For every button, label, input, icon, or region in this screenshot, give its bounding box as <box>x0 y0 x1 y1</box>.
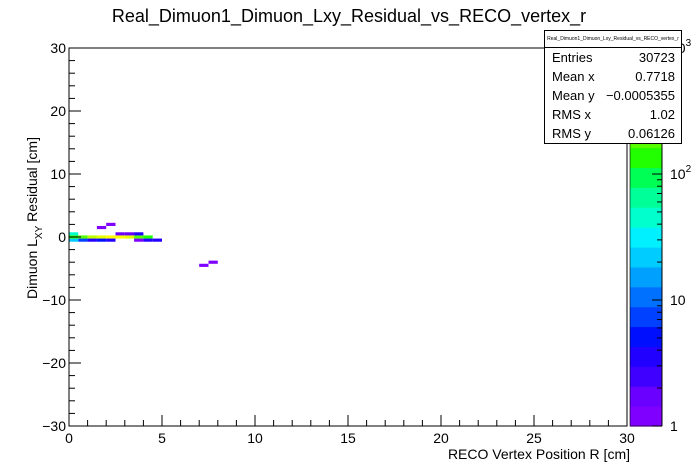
palette-swatch <box>630 406 662 427</box>
heatmap-cell-15 <box>124 235 135 239</box>
stats-row-rms-y: RMS y 0.06126 <box>545 124 681 143</box>
palette-swatch <box>630 246 662 268</box>
heatmap-cell-10 <box>106 235 116 239</box>
y-axis-label: Dimuon LXY Residual [cm] <box>24 137 45 299</box>
heatmap-cell-12 <box>106 222 116 226</box>
x-tick-label: 5 <box>158 430 166 446</box>
heatmap-cell-18 <box>134 232 144 236</box>
heatmap-cell-2 <box>69 238 79 242</box>
heatmap-cell-23 <box>199 263 209 267</box>
x-tick-label: 20 <box>433 430 449 446</box>
y-tick-label: 20 <box>50 103 66 119</box>
stats-label: RMS x <box>552 107 591 122</box>
heatmap-cell-20 <box>143 235 153 239</box>
y-axis-label-rest: Residual [cm] <box>24 137 40 226</box>
stats-row-mean-x: Mean x 0.7718 <box>545 67 681 86</box>
x-tick-label: 15 <box>340 430 356 446</box>
palette-swatch <box>630 207 662 228</box>
stats-label: Entries <box>552 50 593 65</box>
stats-row-mean-y: Mean y −0.0005355 <box>545 86 681 105</box>
palette-swatch <box>630 167 662 188</box>
stats-box-title: Real_Dimuon1_Dimuon_Lxy_Residual_vs_RECO… <box>545 31 681 48</box>
x-axis-label: RECO Vertex Position R [cm] <box>448 446 630 462</box>
palette-swatch <box>630 346 662 367</box>
palette-swatch <box>630 266 662 288</box>
stats-label: RMS y <box>552 126 591 141</box>
stats-row-entries: Entries 30723 <box>545 48 681 67</box>
y-tick-label: 10 <box>50 166 66 182</box>
heatmap-cell-7 <box>96 235 107 239</box>
heatmap-cell-6 <box>87 238 97 242</box>
palette-swatch <box>630 306 662 328</box>
heatmap-cell-13 <box>115 235 125 239</box>
palette-swatch <box>630 366 662 387</box>
palette-swatch <box>630 386 662 407</box>
heatmap-cell-9 <box>96 225 107 230</box>
heatmap-cell-8 <box>96 238 107 242</box>
y-axis-label-main: Dimuon L <box>24 239 40 299</box>
heatmap-cell-0 <box>69 232 79 236</box>
heatmap-cell-11 <box>106 238 116 242</box>
x-tick-label: 30 <box>619 430 635 446</box>
stats-label: Mean y <box>552 88 595 103</box>
stats-value: 0.7718 <box>635 69 675 84</box>
heatmap-cell-19 <box>134 238 144 242</box>
y-tick-label: −10 <box>42 292 66 308</box>
y-axis-label-subscript: XY <box>34 225 45 239</box>
stats-box: Real_Dimuon1_Dimuon_Lxy_Residual_vs_RECO… <box>544 30 682 144</box>
palette-swatch <box>630 187 662 208</box>
heatmap-cells <box>69 222 218 267</box>
x-tick-label: 0 <box>65 430 73 446</box>
palette-swatch <box>630 227 662 248</box>
y-axis: −30 −20 −10 0 10 20 30 <box>42 40 81 434</box>
x-tick-label: 10 <box>247 430 263 446</box>
heatmap-cell-22 <box>152 238 162 242</box>
stats-value: 30723 <box>638 50 675 65</box>
y-tick-label: −20 <box>42 355 66 371</box>
z-tick-label: 1 <box>670 418 678 434</box>
z-tick-label: 102 <box>670 164 692 182</box>
x-tick-label: 25 <box>526 430 542 446</box>
z-tick-label: 10 <box>670 292 686 308</box>
palette-swatch <box>630 147 662 168</box>
palette-swatch <box>630 326 662 348</box>
heatmap-cell-5 <box>87 235 97 239</box>
heatmap-cell-17 <box>134 235 144 239</box>
x-axis: 0 5 10 15 20 25 30 <box>65 415 635 446</box>
y-tick-label: 0 <box>58 229 66 245</box>
stats-row-rms-x: RMS x 1.02 <box>545 105 681 124</box>
heatmap-cell-14 <box>115 232 125 236</box>
heatmap-cell-4 <box>78 238 88 242</box>
stats-label: Mean x <box>552 69 595 84</box>
heatmap-cell-21 <box>143 238 153 242</box>
heatmap-cell-24 <box>208 260 218 264</box>
palette-swatch <box>630 286 662 308</box>
heatmap-cell-3 <box>78 235 88 239</box>
stats-value: −0.0005355 <box>605 88 675 103</box>
stats-value: 0.06126 <box>628 126 675 141</box>
chart-title: Real_Dimuon1_Dimuon_Lxy_Residual_vs_RECO… <box>112 6 586 27</box>
stats-value: 1.02 <box>649 107 675 122</box>
y-tick-label: 30 <box>50 40 66 56</box>
y-tick-label: −30 <box>42 418 66 434</box>
heatmap-cell-16 <box>124 232 135 236</box>
